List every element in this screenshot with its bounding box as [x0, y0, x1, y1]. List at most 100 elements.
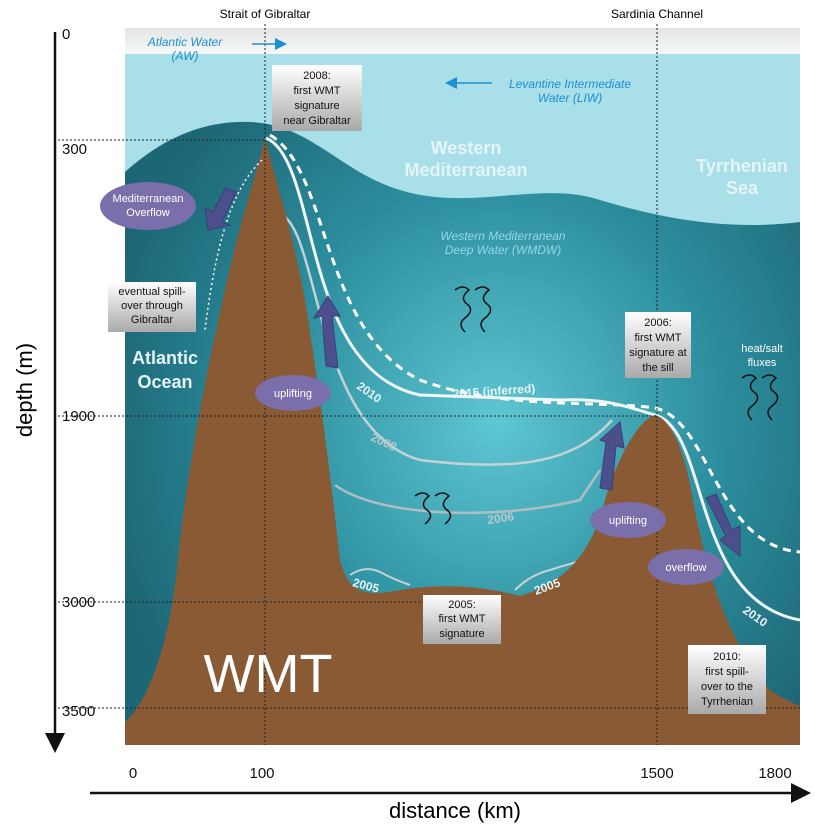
x-tick-label: 1800	[758, 765, 791, 782]
top-label: Strait of Gibraltar	[220, 7, 311, 21]
fluxes-label: heat/salt fluxes	[741, 343, 783, 369]
box-line: the sill	[642, 362, 673, 374]
callout-box: 2008: first WMT signature near Gibraltar	[272, 65, 362, 131]
callout-box: 2005: first WMT signature	[423, 595, 501, 644]
tyrrhenian-label: Tyrrhenian Sea	[696, 156, 788, 198]
surface-water	[125, 28, 800, 54]
process-ellipse: overflow	[648, 549, 724, 585]
box-line: over through	[121, 300, 183, 312]
box-line: signature	[294, 100, 339, 112]
label-line: Deep Water (WMDW)	[445, 243, 561, 257]
curve-2010	[265, 136, 801, 622]
box	[688, 645, 766, 714]
box-line: Tyrrhenian	[701, 696, 753, 708]
squiggle	[761, 374, 779, 421]
flow-arrow	[312, 295, 341, 369]
squiggles	[414, 286, 779, 525]
flow-arrows	[204, 187, 741, 558]
box-line: Gibraltar	[131, 314, 174, 326]
process-ellipse: uplifting	[590, 502, 666, 538]
callout-box: 2006: first WMT signature at the sill	[625, 312, 691, 378]
curve-2015	[269, 133, 801, 554]
y-tick-label: 1900	[62, 408, 95, 425]
box-line: signature at	[629, 347, 686, 359]
label-line: (AW)	[171, 49, 198, 63]
callout-box: eventual spill- over through Gibraltar	[108, 282, 196, 332]
label-line: Mediterranean	[404, 160, 527, 180]
y-tick-label: 0	[62, 26, 70, 43]
curve-2006	[334, 469, 602, 515]
box-line: first WMT	[634, 332, 681, 344]
y-tick-label: 3500	[62, 703, 95, 720]
box-line: 2005:	[448, 599, 476, 611]
liw-label: Levantine Intermediate Water (LIW)	[509, 77, 631, 105]
box-line: near Gibraltar	[283, 115, 351, 127]
curve-label: 2005	[351, 575, 381, 596]
label-line: heat/salt	[741, 343, 783, 355]
label-line: Levantine Intermediate	[509, 77, 631, 91]
process-ellipse: Mediterranean Overflow	[100, 182, 196, 230]
box-line: first WMT	[293, 85, 340, 97]
label-line: Atlantic	[132, 348, 198, 368]
box	[625, 312, 691, 378]
label-line: Ocean	[137, 372, 192, 392]
box	[272, 65, 362, 131]
label-line: Tyrrhenian	[696, 156, 788, 176]
ellipse	[255, 375, 331, 411]
ellipse-line: uplifting	[274, 388, 312, 400]
curve-2005	[349, 559, 586, 591]
box-line: 2006:	[644, 317, 672, 329]
ellipse	[590, 502, 666, 538]
western-med-label: Western Mediterranean	[404, 138, 527, 180]
box-line: 2010:	[713, 651, 741, 663]
label-line: Western Mediterranean	[440, 229, 566, 243]
curve-label: 2015 (inferred)	[452, 381, 535, 401]
aw-label: Atlantic Water (AW)	[147, 35, 223, 63]
process-ellipse: uplifting	[255, 375, 331, 411]
callout-box: 2010: first spill- over to the Tyrrhenia…	[688, 645, 766, 714]
box-line: eventual spill-	[118, 286, 186, 298]
x-axis-label: distance (km)	[389, 798, 521, 823]
flow-arrow	[204, 187, 237, 231]
wmdw-label: Western Mediterranean Deep Water (WMDW)	[440, 229, 566, 257]
ellipse	[648, 549, 724, 585]
squiggle	[474, 286, 492, 333]
x-tick-label: 100	[249, 765, 274, 782]
top-label: Sardinia Channel	[611, 7, 703, 21]
squiggle	[454, 286, 472, 333]
box-line: 2008:	[303, 70, 331, 82]
seafloor	[125, 138, 800, 745]
box	[108, 282, 196, 332]
y-axis-label: depth (m)	[12, 343, 37, 437]
label-line: Western	[431, 138, 502, 158]
curve-label: 2006	[486, 509, 515, 527]
y-tick-label: 300	[62, 141, 87, 158]
squiggle	[741, 374, 759, 421]
curve-2008	[281, 213, 613, 466]
box-line: over to the	[701, 681, 753, 693]
squiggle	[414, 492, 432, 525]
box	[423, 595, 501, 644]
label-line: fluxes	[748, 357, 777, 369]
flow-arrow	[599, 421, 625, 491]
ellipse	[100, 182, 196, 230]
ellipse-line: uplifting	[609, 515, 647, 527]
ellipse-line: Mediterranean	[113, 193, 184, 205]
box-line: first spill-	[705, 666, 749, 678]
x-tick-label: 0	[129, 765, 137, 782]
y-tick-label: 3000	[62, 594, 95, 611]
label-line: Sea	[726, 178, 759, 198]
wmt-label: WMT	[204, 644, 333, 704]
box-line: first WMT	[438, 613, 485, 625]
box-line: signature	[439, 628, 484, 640]
squiggle	[434, 492, 452, 525]
label-line: Atlantic Water	[147, 35, 223, 49]
label-line: Water (LIW)	[538, 91, 602, 105]
x-tick-label: 1500	[640, 765, 673, 782]
ellipse-line: Overflow	[126, 207, 169, 219]
ellipse-line: overflow	[666, 562, 707, 574]
atlantic-ocean-label: Atlantic Ocean	[132, 348, 198, 392]
flow-arrow	[705, 493, 741, 558]
